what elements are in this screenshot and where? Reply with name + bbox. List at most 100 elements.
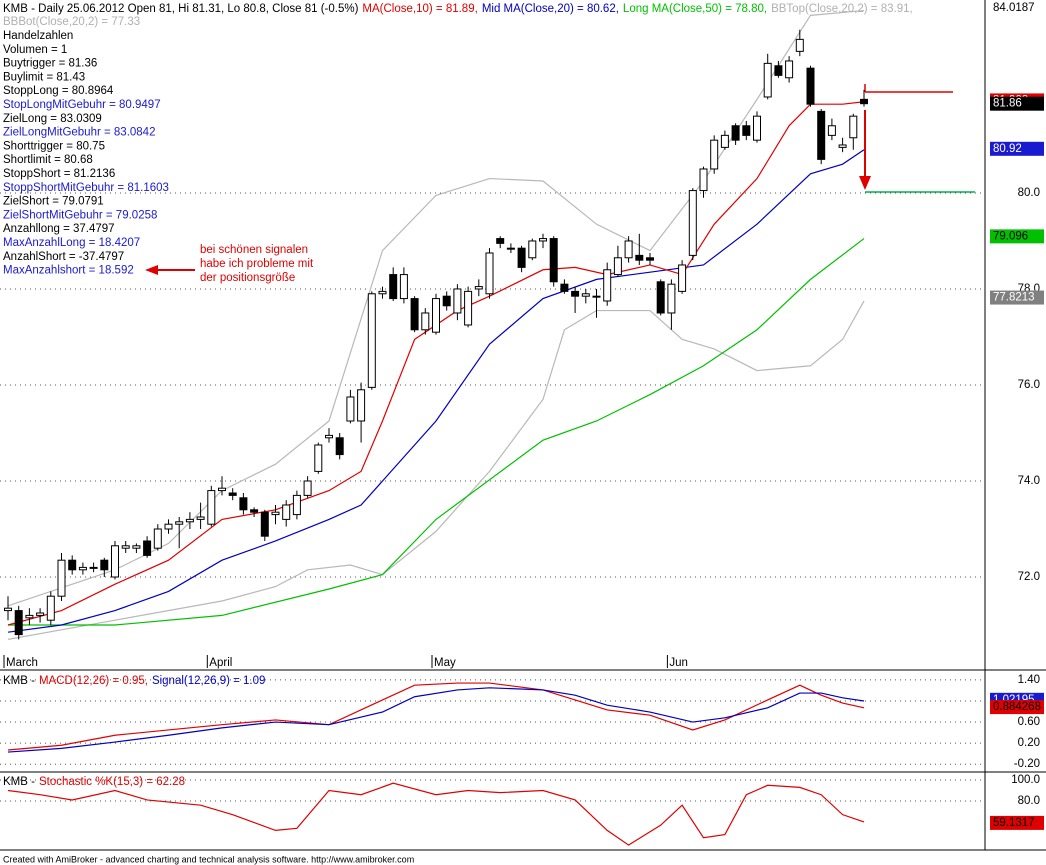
- value-marker: [990, 815, 1044, 830]
- candle-body: [731, 125, 740, 141]
- note: StopLongMitGebuhr = 80.9497: [3, 99, 161, 111]
- candle-body: [303, 480, 312, 496]
- value-marker: [990, 96, 1044, 111]
- candle-body: [410, 298, 419, 331]
- candle-body: [239, 497, 248, 511]
- y-tick-label: 0.60: [1018, 716, 1040, 728]
- candle-body: [453, 288, 462, 314]
- candle-body: [367, 293, 376, 388]
- indicator-line: [7, 682, 865, 751]
- annotation: habe ich probleme mit: [200, 258, 314, 270]
- candle-body: [121, 545, 130, 549]
- candle-body: [153, 528, 162, 549]
- candle-body: [46, 595, 55, 621]
- note: ZielShortMitGebuhr = 79.0258: [3, 209, 157, 221]
- header-part: MA(Close,10) = 81.89,: [362, 3, 477, 15]
- value-marker-label: 79.096: [993, 230, 1028, 242]
- candle-body: [485, 252, 494, 295]
- candle-body: [4, 607, 12, 612]
- indicator-line: [7, 149, 865, 633]
- candle-body: [357, 389, 366, 422]
- candle-body: [432, 298, 440, 333]
- arrow-head: [145, 265, 158, 275]
- candle-body: [549, 238, 558, 283]
- x-tick-label: March: [6, 657, 38, 669]
- value-marker-label: 81.86: [993, 98, 1022, 110]
- candle-body: [207, 490, 216, 525]
- candle-body: [603, 269, 612, 302]
- candle-body: [849, 115, 858, 139]
- value-marker: [990, 141, 1044, 156]
- candle-body: [271, 511, 280, 516]
- candle-body: [720, 134, 729, 148]
- value-marker-label: 0.884268: [993, 701, 1041, 713]
- candle-body: [442, 295, 451, 307]
- candle-body: [860, 98, 868, 105]
- candle-body: [228, 492, 237, 496]
- y-tick-label: 72.0: [1018, 571, 1040, 583]
- header-part: MACD(12,26) = 0.95,: [39, 675, 148, 687]
- note: ZielShort = 79.0791: [3, 196, 104, 208]
- candle-body: [656, 281, 665, 314]
- header-part: Signal(12,26,9) = 1.09: [152, 675, 265, 687]
- note: AnzahlShort = -37.4797: [3, 251, 124, 263]
- candle-body: [688, 190, 697, 256]
- note: Anzahllong = 37.4797: [3, 223, 115, 235]
- y-tick-label: 1.40: [1018, 674, 1040, 686]
- header: KMB - MACD(12,26) = 0.95, Signal(12,26,9) …: [3, 675, 265, 687]
- candle-body: [763, 62, 772, 98]
- y-tick-label: 80.0: [1018, 795, 1040, 807]
- arrow-head: [859, 176, 871, 190]
- header-part: BBBot(Close,20,2) = 77.33: [3, 16, 140, 28]
- x-tick-label: April: [209, 657, 232, 669]
- candle-body: [175, 521, 184, 525]
- candle-body: [742, 125, 751, 136]
- candle-body: [774, 65, 783, 76]
- header-part: KMB -: [3, 675, 35, 687]
- note: Shortlimit = 80.68: [3, 154, 93, 166]
- candle-body: [806, 67, 815, 105]
- candle-body: [753, 115, 761, 141]
- note: Volumen = 1: [3, 44, 67, 56]
- candle-body: [314, 444, 323, 472]
- header-part: KMB - Daily 25.06.2012 Open 81, Hi 81.31…: [3, 3, 359, 15]
- candle-body: [517, 247, 526, 268]
- candle-body: [132, 545, 141, 549]
- candle-body: [560, 283, 569, 292]
- note: Handelzahlen: [3, 30, 73, 42]
- value-marker-label: 77.8213: [993, 292, 1035, 304]
- y-tick-label: -0.20: [1014, 758, 1040, 770]
- candle-body: [100, 559, 109, 571]
- y-tick-label: 100.0: [1011, 774, 1040, 786]
- value-marker-label: 59.1317: [993, 817, 1035, 829]
- header-part: BBTop(Close,20,2) = 83.91,: [771, 3, 913, 15]
- candle-body: [646, 257, 654, 261]
- candle-body: [185, 518, 194, 523]
- candle-body: [464, 290, 473, 326]
- y-tick-label: 0.20: [1018, 737, 1040, 749]
- candle-body: [474, 286, 483, 290]
- note: ZielLong = 83.0309: [3, 113, 102, 125]
- candle-body: [827, 125, 836, 136]
- annotation: der positionsgröße: [200, 272, 295, 284]
- indicator-line: [7, 300, 865, 640]
- indicator-line: [7, 9, 865, 607]
- indicator-line: [8, 238, 865, 626]
- candle-body: [528, 240, 537, 259]
- header-part: Long MA(Close,50) = 78.80,: [623, 3, 767, 15]
- candle-body: [678, 264, 687, 292]
- note: Buytrigger = 81.36: [3, 58, 97, 70]
- candle-body: [539, 238, 547, 242]
- header: KMB - Stochastic %K(15,3) = 62.28: [3, 776, 185, 788]
- candle-body: [667, 283, 676, 314]
- candle-body: [613, 257, 622, 276]
- candle-body: [164, 523, 173, 530]
- candle-body: [785, 60, 794, 79]
- candle-body: [260, 511, 269, 537]
- candle-body: [795, 38, 804, 52]
- candle-body: [36, 612, 45, 616]
- candle-body: [389, 274, 398, 300]
- note: StoppShort = 81.2136: [3, 168, 115, 180]
